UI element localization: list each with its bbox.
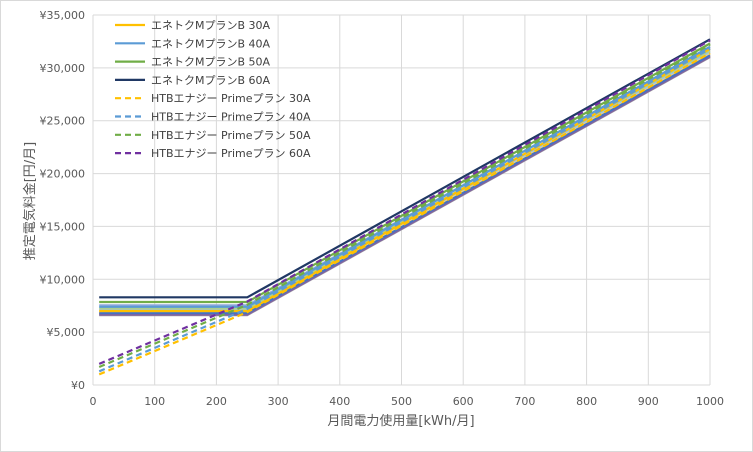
y-tick-label: ¥5,000 [47, 326, 86, 339]
series-line [98, 43, 711, 369]
y-tick-label: ¥20,000 [40, 168, 86, 181]
x-tick-label: 600 [453, 395, 474, 408]
series-lines [98, 38, 711, 376]
legend: エネトクMプランB 30A エネトクMプランB 40A エネトクMプランB 50A エ… [115, 19, 311, 160]
series-line [99, 47, 711, 313]
series-line [98, 39, 711, 365]
legend-label: HTBエナジー Primeプラン 60A [151, 147, 311, 160]
x-axis-title: 月間電力使用量[kWh/月] [327, 413, 474, 429]
legend-label: エネトクMプランB 40A [151, 37, 271, 50]
x-tick-label: 100 [144, 395, 165, 408]
legend-label: HTBエナジー Primeプラン 50A [151, 129, 311, 142]
x-tick-label: 800 [576, 395, 597, 408]
x-tick-label: 900 [638, 395, 659, 408]
x-tick-label: 0 [90, 395, 97, 408]
x-tick-label: 500 [391, 395, 412, 408]
legend-label: エネトクMプランB 30A [151, 19, 271, 32]
legend-label: HTBエナジー Primeプラン 40A [151, 111, 311, 124]
background-plan-lines [99, 46, 711, 317]
legend-label: エネトクMプランB 60A [151, 74, 271, 87]
series-line [99, 38, 711, 299]
legend-label: エネトクMプランB 50A [151, 56, 271, 69]
y-tick-label: ¥25,000 [40, 115, 86, 128]
y-tick-labels: ¥0 ¥5,000 ¥10,000 ¥15,000 ¥20,000 ¥25,000 ¥30,… [40, 9, 86, 392]
y-tick-label: ¥35,000 [40, 9, 86, 22]
x-tick-label: 400 [329, 395, 350, 408]
background-line [99, 49, 711, 310]
x-tick-label: 200 [206, 395, 227, 408]
y-tick-label: ¥0 [71, 379, 85, 392]
y-tick-label: ¥10,000 [40, 273, 86, 286]
x-tick-label: 300 [268, 395, 289, 408]
y-axis-title: 推定電気料金[円/月] [22, 142, 38, 261]
series-line [98, 47, 711, 373]
x-tick-label: 1000 [696, 395, 724, 408]
background-line [99, 55, 711, 316]
y-tick-label: ¥15,000 [40, 220, 86, 233]
series-line [99, 45, 711, 308]
x-tick-labels: 0 100 200 300 400 500 600 700 800 900 1000 [90, 395, 725, 408]
gridlines [92, 14, 711, 386]
x-tick-label: 700 [514, 395, 535, 408]
series-line [98, 52, 711, 376]
legend-label: HTBエナジー Primeプラン 30A [151, 92, 311, 105]
y-tick-label: ¥30,000 [40, 62, 86, 75]
